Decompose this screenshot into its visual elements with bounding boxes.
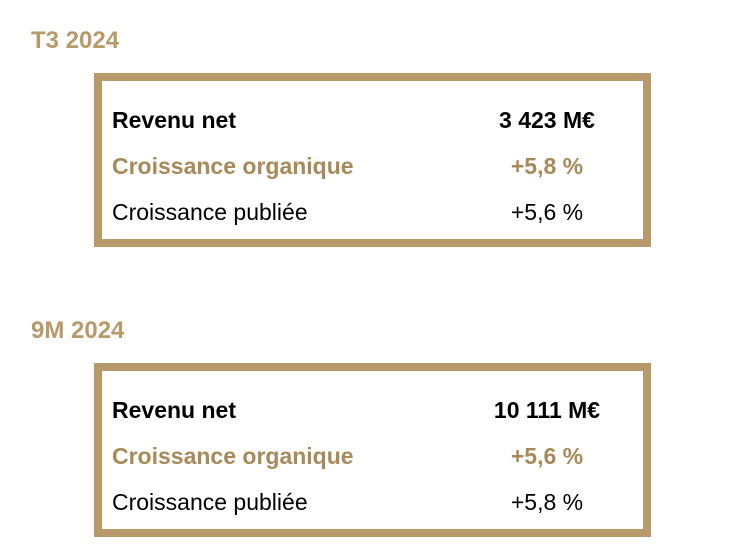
kpi-value: +5,8 % — [510, 489, 584, 515]
kpi-row-reported-growth: Croissance publiée +5,8 % — [112, 487, 633, 517]
kpi-label: Revenu net — [112, 397, 236, 423]
kpi-label: Revenu net — [112, 107, 236, 133]
kpi-label: Croissance organique — [112, 153, 354, 179]
kpi-box-t3-2024: Revenu net 3 423 M€ Croissance organique… — [94, 73, 651, 247]
kpi-value: +5,6 % — [510, 443, 584, 469]
section-title-t3-2024: T3 2024 — [31, 27, 120, 54]
kpi-value: 3 423 M€ — [499, 107, 595, 133]
kpi-value: +5,8 % — [510, 153, 584, 179]
kpi-label: Croissance publiée — [112, 199, 308, 225]
kpi-row-net-revenue: Revenu net 10 111 M€ — [112, 395, 633, 425]
section-title-9m-2024: 9M 2024 — [31, 317, 125, 344]
kpi-value: 10 111 M€ — [493, 397, 601, 423]
kpi-row-reported-growth: Croissance publiée +5,6 % — [112, 197, 633, 227]
kpi-row-organic-growth: Croissance organique +5,6 % — [112, 441, 633, 471]
kpi-box-9m-2024: Revenu net 10 111 M€ Croissance organiqu… — [94, 363, 651, 537]
kpi-value: +5,6 % — [510, 199, 584, 225]
kpi-label: Croissance organique — [112, 443, 354, 469]
kpi-label: Croissance publiée — [112, 489, 308, 515]
kpi-row-net-revenue: Revenu net 3 423 M€ — [112, 105, 633, 135]
kpi-row-organic-growth: Croissance organique +5,8 % — [112, 151, 633, 181]
